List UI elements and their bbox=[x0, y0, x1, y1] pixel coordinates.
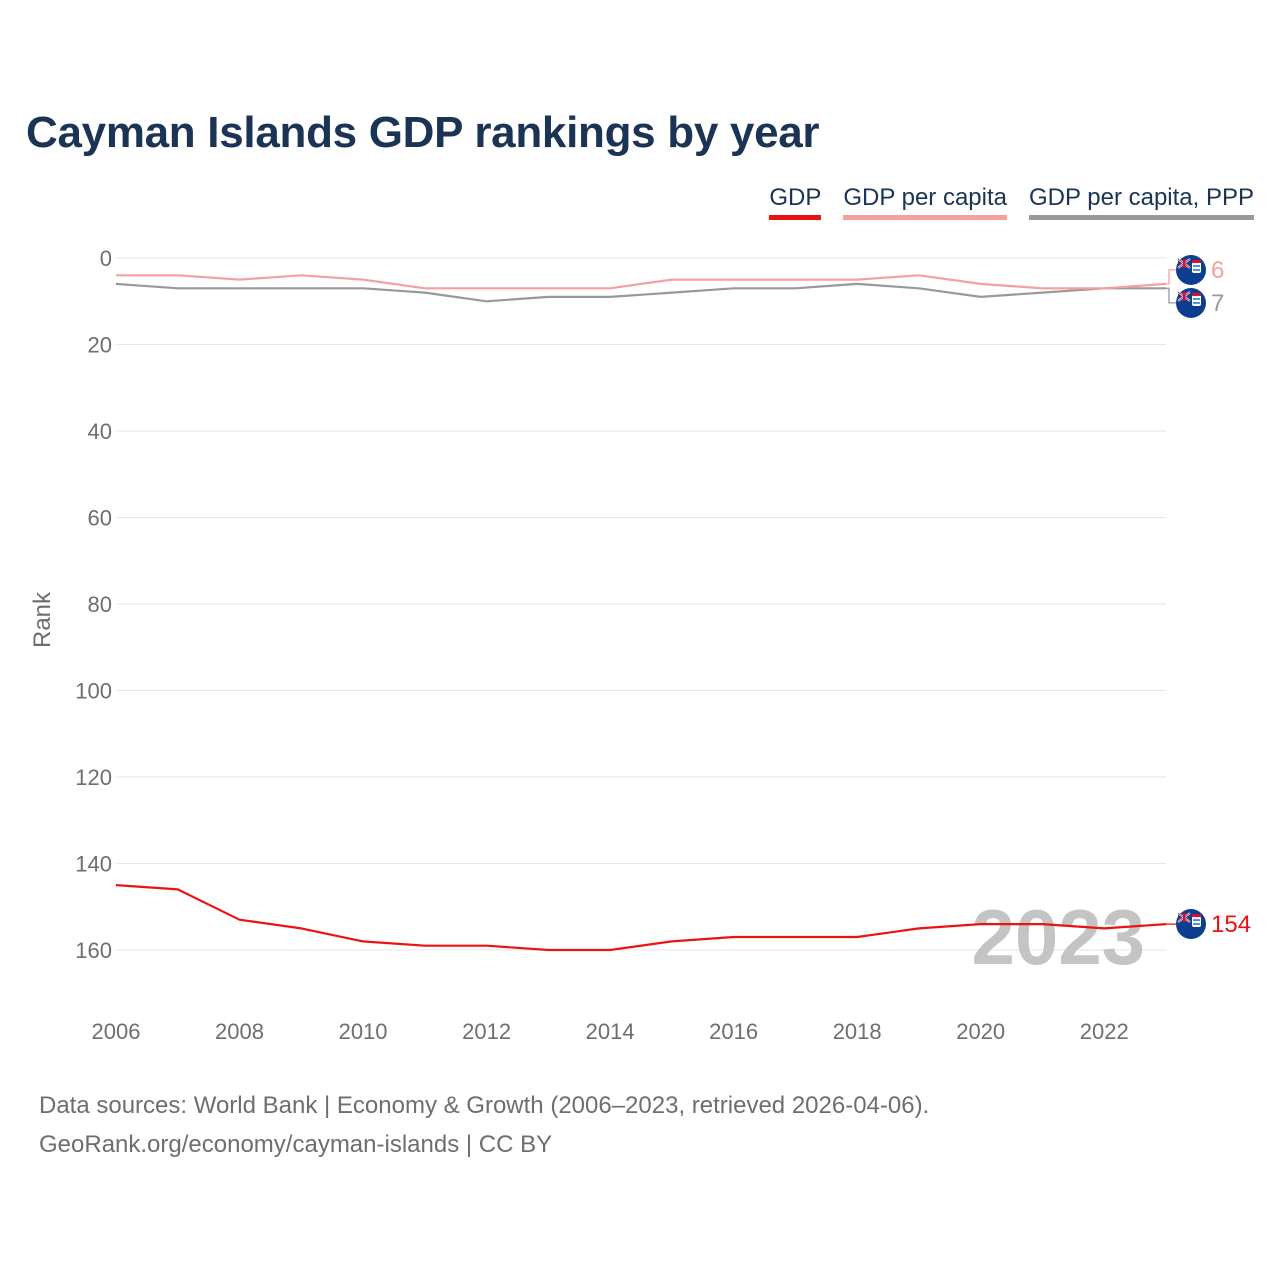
end-connector bbox=[1166, 269, 1176, 285]
y-tick-label: 100 bbox=[75, 679, 112, 704]
series-lines bbox=[115, 274, 1167, 952]
y-tick-label: 0 bbox=[100, 246, 112, 271]
x-tick-label: 2020 bbox=[956, 1019, 1005, 1044]
legend: GDP GDP per capita GDP per capita, PPP bbox=[769, 184, 1254, 220]
chart-title: Cayman Islands GDP rankings by year bbox=[26, 108, 820, 157]
end-marker-1: 6 bbox=[1166, 254, 1224, 285]
y-tick-label: 140 bbox=[75, 852, 112, 877]
series-line-gdp-per-capita[interactable] bbox=[116, 274, 1167, 290]
legend-item-gdp-per-capita-ppp[interactable]: GDP per capita, PPP bbox=[1029, 184, 1254, 220]
legend-item-gdp-per-capita[interactable]: GDP per capita bbox=[843, 184, 1007, 220]
end-marker-0: 154 bbox=[1166, 909, 1251, 940]
gridlines bbox=[116, 257, 1166, 951]
y-axis-label: Rank bbox=[29, 591, 56, 648]
x-tick-label: 2016 bbox=[709, 1019, 758, 1044]
end-value-label: 154 bbox=[1211, 911, 1251, 938]
end-labels: 154 6 7 bbox=[1166, 254, 1251, 940]
y-tick-label: 120 bbox=[75, 765, 112, 790]
y-tick-label: 160 bbox=[75, 938, 112, 963]
end-value-label: 7 bbox=[1211, 290, 1224, 317]
x-tick-label: 2022 bbox=[1080, 1019, 1129, 1044]
footer: Data sources: World Bank | Economy & Gro… bbox=[39, 1086, 929, 1164]
data-source-note: Data sources: World Bank | Economy & Gro… bbox=[39, 1092, 930, 1119]
y-tick-label: 60 bbox=[88, 506, 112, 531]
x-tick-label: 2006 bbox=[92, 1019, 141, 1044]
x-tick-label: 2012 bbox=[462, 1019, 511, 1044]
x-tick-label: 2018 bbox=[833, 1019, 882, 1044]
x-tick-label: 2014 bbox=[586, 1019, 635, 1044]
end-marker-2: 7 bbox=[1166, 287, 1224, 318]
y-tick-label: 80 bbox=[88, 592, 112, 617]
year-watermark: 2023 bbox=[971, 893, 1145, 981]
y-axis-ticks: 0 20 40 60 80 100 120 140 160 bbox=[75, 246, 112, 963]
x-tick-label: 2008 bbox=[215, 1019, 264, 1044]
legend-item-gdp[interactable]: GDP bbox=[769, 184, 822, 220]
y-tick-label: 20 bbox=[88, 333, 112, 358]
end-value-label: 6 bbox=[1211, 257, 1224, 284]
y-tick-label: 40 bbox=[88, 419, 112, 444]
series-line-gdp[interactable] bbox=[115, 884, 1167, 952]
attribution-link[interactable]: GeoRank.org/economy/cayman-islands | CC … bbox=[39, 1131, 553, 1158]
x-axis-ticks: 2006 2008 2010 2012 2014 2016 2018 2020 2022 bbox=[92, 1019, 1129, 1044]
end-connector bbox=[1166, 287, 1176, 304]
cayman-flag-icon bbox=[1176, 254, 1206, 285]
cayman-flag-icon bbox=[1176, 909, 1206, 940]
x-tick-label: 2010 bbox=[339, 1019, 388, 1044]
series-line-gdp-per-capita-ppp[interactable] bbox=[115, 282, 1166, 303]
cayman-flag-icon bbox=[1176, 287, 1206, 318]
